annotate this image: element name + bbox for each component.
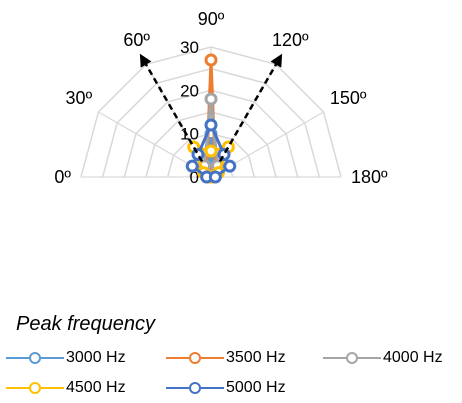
series-point (185, 159, 199, 173)
legend-item-4000hz: 4000 Hz (323, 346, 443, 370)
series-point (204, 118, 218, 132)
legend-item-5000hz: 5000 Hz (166, 376, 286, 400)
legend-swatch (6, 381, 64, 395)
radial-tick-label: 0 (190, 168, 199, 187)
legend-label: 3500 Hz (226, 349, 286, 366)
radial-tick-label: 30 (180, 38, 199, 57)
angle-label: 90º (198, 9, 225, 29)
legend-label: 4500 Hz (66, 379, 126, 396)
legend-title: Peak frequency (16, 313, 155, 335)
legend-item-4500hz: 4500 Hz (6, 376, 126, 400)
legend-swatch (166, 381, 224, 395)
angle-label: 30º (66, 88, 93, 108)
angle-labels: 0º 30º 60º 90º 120º 150º 180º (54, 9, 388, 187)
legend-swatch (166, 351, 224, 365)
polar-chart: 0 10 20 30 0º 30º 60º 90º 120º 150º 180º (54, 9, 388, 187)
legend-label: 4000 Hz (383, 349, 443, 366)
angle-label: 120º (272, 30, 309, 50)
series-5000-hz (185, 118, 237, 184)
legend-label: 3000 Hz (66, 349, 126, 366)
radial-tick-label: 10 (180, 125, 199, 144)
legend-swatch (323, 351, 381, 365)
series-point (208, 170, 222, 184)
series-point (204, 92, 218, 106)
series-point (204, 53, 218, 67)
angle-label: 180º (351, 167, 388, 187)
legend-swatch (6, 351, 64, 365)
series-group (185, 53, 237, 184)
angle-label: 60º (123, 30, 150, 50)
series-point (191, 147, 205, 161)
radial-tick-label: 20 (180, 81, 199, 100)
legend-label: 5000 Hz (226, 379, 286, 396)
angle-label: 0º (54, 167, 71, 187)
radial-tick-labels: 0 10 20 30 (180, 38, 199, 187)
legend-item-3500hz: 3500 Hz (166, 346, 286, 370)
series-point (204, 144, 218, 158)
series-point (217, 147, 231, 161)
angle-label: 150º (330, 88, 367, 108)
series-point (223, 159, 237, 173)
legend-item-3000hz: 3000 Hz (6, 346, 126, 370)
